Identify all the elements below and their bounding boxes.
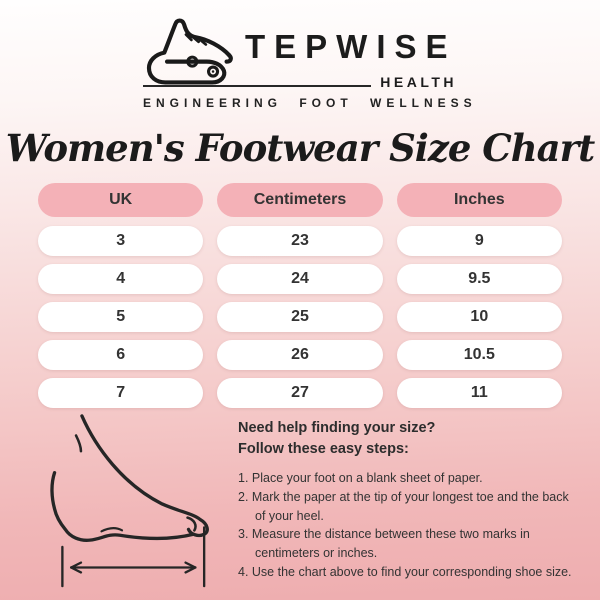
- page-title: Women's Footwear Size Chart: [5, 126, 595, 170]
- size-cell: 11: [396, 378, 562, 408]
- sneaker-logo-icon: [146, 18, 233, 85]
- size-cell: 25: [217, 302, 383, 332]
- column-header-inches: Inches: [396, 183, 562, 217]
- size-cell: 3: [38, 226, 204, 256]
- size-table-body: 3 23 9 4 24 9.5 5 25 10 6 26 10.5 7 27 1…: [38, 226, 562, 408]
- size-cell: 7: [38, 378, 204, 408]
- help-heading-line1: Need help finding your size?: [238, 420, 436, 436]
- size-table: UK Centimeters Inches 3 23 9 4 24 9.5 5 …: [0, 183, 600, 408]
- table-row: 4 24 9.5: [38, 264, 562, 294]
- size-cell: 27: [217, 378, 383, 408]
- size-cell: 9.5: [396, 264, 562, 294]
- logo-row: TEPWISE: [143, 12, 457, 85]
- brand-subtitle: HEALTH: [380, 74, 457, 90]
- size-cell: 9: [396, 226, 562, 256]
- step-item: 1. Place your foot on a blank sheet of p…: [238, 471, 483, 486]
- logo-sub-row: HEALTH: [143, 74, 457, 90]
- column-header-centimeters: Centimeters: [217, 183, 383, 217]
- column-header-uk: UK: [38, 183, 204, 217]
- table-row: 5 25 10: [38, 302, 562, 332]
- help-text-block: Need help finding your size? Follow thes…: [238, 414, 582, 582]
- brand-logo: TEPWISE HEALTH ENGINEERING FOOT WELLNESS: [143, 0, 477, 110]
- size-cell: 23: [217, 226, 383, 256]
- table-row: 3 23 9: [38, 226, 562, 256]
- size-cell: 26: [217, 340, 383, 370]
- step-item: 2. Mark the paper at the tip of your lon…: [238, 489, 569, 523]
- logo-divider-line: [143, 85, 372, 87]
- size-cell: 24: [217, 264, 383, 294]
- step-item: 3. Measure the distance between these tw…: [238, 527, 530, 561]
- size-table-header: UK Centimeters Inches: [38, 183, 562, 217]
- help-heading-line2: Follow these easy steps:: [238, 441, 409, 458]
- step-item: 4. Use the chart above to find your corr…: [238, 564, 572, 579]
- size-cell: 10.5: [396, 340, 562, 370]
- size-cell: 4: [38, 264, 204, 294]
- table-row: 6 26 10.5: [38, 340, 562, 370]
- size-cell: 10: [396, 302, 562, 332]
- measure-instructions-section: Need help finding your size? Follow thes…: [0, 408, 600, 590]
- foot-measurement-diagram: [50, 414, 209, 588]
- size-cell: 5: [38, 302, 204, 332]
- brand-name: TEPWISE: [245, 28, 457, 65]
- table-row: 7 27 11: [38, 378, 562, 408]
- steps-list: 1. Place your foot on a blank sheet of p…: [238, 469, 582, 582]
- size-cell: 6: [38, 340, 204, 370]
- brand-tagline: ENGINEERING FOOT WELLNESS: [143, 96, 477, 110]
